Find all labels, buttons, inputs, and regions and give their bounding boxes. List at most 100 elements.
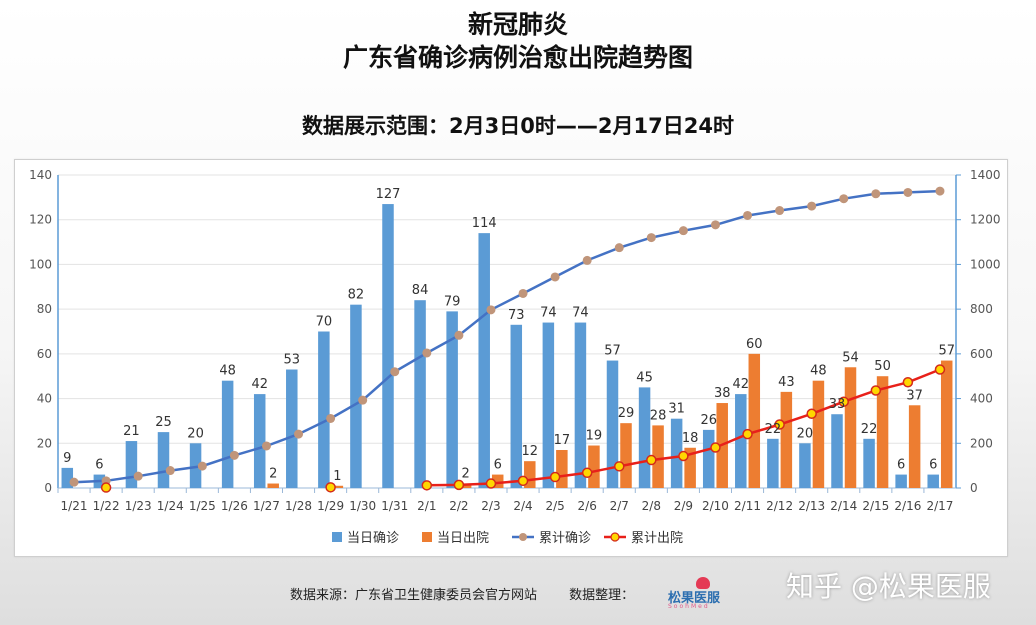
point-cumulative-confirmed [710,220,720,230]
data-label: 79 [444,294,461,309]
point-cumulative-discharged [517,475,529,487]
bar-daily-discharged [491,474,504,488]
y-right-tick-label: 400 [970,392,993,406]
bar-daily-confirmed [478,233,490,488]
point-cumulative-discharged [646,454,657,466]
data-label: 2 [462,467,470,482]
bar-daily-confirmed [414,300,426,488]
data-label: 57 [938,344,955,359]
point-cumulative-discharged [806,408,817,420]
bar-daily-confirmed [350,304,362,488]
title-block: 新冠肺炎 广东省确诊病例治愈出院趋势图 [0,8,1036,74]
data-label: 38 [714,386,731,401]
y-left-tick-label: 80 [37,302,52,316]
legend-marker [610,532,620,542]
data-label: 43 [778,375,795,390]
bar-daily-confirmed [638,387,651,488]
bar-daily-discharged [908,405,921,488]
bar-daily-confirmed [189,443,202,488]
x-tick-label: 2/16 [894,499,921,513]
data-label: 20 [187,426,204,441]
bar-daily-confirmed [574,322,587,488]
point-cumulative-discharged [325,482,336,493]
y-left-tick-label: 100 [29,257,52,271]
bar-daily-discharged [940,360,953,488]
data-label: 9 [63,451,71,466]
x-tick-label: 2/5 [545,499,564,513]
point-cumulative-confirmed [550,272,560,282]
data-source: 数据来源：广东省卫生健康委员会官方网站 [290,588,538,603]
point-cumulative-discharged [100,482,112,493]
bar-daily-confirmed [863,438,875,488]
x-tick-label: 2/14 [830,499,857,513]
chart-title-line2: 广东省确诊病例治愈出院趋势图 [342,43,693,72]
bar-daily-confirmed [382,204,394,489]
point-cumulative-discharged [774,419,785,430]
bar-daily-discharged [524,461,536,488]
point-cumulative-confirmed [486,305,496,315]
point-cumulative-discharged [742,428,753,440]
data-label: 22 [765,422,782,437]
y-left-tick-label: 120 [29,213,52,227]
bar-daily-confirmed [927,474,939,488]
x-tick-label: 2/6 [578,499,597,513]
x-tick-label: 2/9 [674,499,693,513]
x-tick-label: 1/24 [157,499,184,513]
point-cumulative-confirmed [294,429,304,439]
point-cumulative-confirmed [839,194,849,204]
point-cumulative-confirmed [518,288,528,298]
data-label: 54 [842,350,859,365]
bar-daily-confirmed [157,432,170,488]
data-label: 18 [682,431,699,446]
point-cumulative-confirmed [261,441,271,451]
point-cumulative-confirmed [582,255,592,265]
bar-daily-discharged [844,367,857,488]
bar-daily-discharged [556,449,568,488]
bar-daily-confirmed [318,331,330,488]
data-label: 33 [829,397,846,412]
point-cumulative-confirmed [358,395,368,405]
point-cumulative-discharged [549,471,561,483]
point-cumulative-confirmed [614,243,624,253]
data-label: 21 [123,424,140,439]
bar-daily-discharged [620,423,632,488]
data-label: 42 [251,377,268,392]
bar-daily-confirmed [831,414,843,488]
bar-daily-discharged [331,485,344,488]
x-tick-label: 2/1 [417,499,436,513]
bar-daily-confirmed [61,467,74,488]
bar-daily-discharged [684,447,696,488]
bar-daily-confirmed [670,418,683,488]
point-cumulative-discharged [902,377,914,388]
logo-cup-icon [696,577,710,589]
data-label: 1 [333,469,341,484]
y-right-tick-label: 0 [970,481,978,495]
data-label: 127 [376,187,401,202]
watermark: 知乎 @松果医服 [786,570,991,603]
footer: 数据来源：广东省卫生健康委员会官方网站 数据整理： [290,584,662,603]
point-cumulative-discharged [710,442,721,453]
point-cumulative-discharged [421,480,433,491]
point-cumulative-confirmed [743,210,753,220]
bar-daily-confirmed [702,429,715,488]
bar-daily-confirmed [125,441,138,488]
legend-marker [519,533,527,541]
data-label: 48 [810,364,827,379]
x-tick-label: 1/30 [349,499,376,513]
legend-swatch [422,532,432,542]
point-cumulative-confirmed [69,477,79,487]
point-cumulative-discharged [934,364,946,375]
point-cumulative-confirmed [165,466,175,476]
data-label: 37 [906,388,923,403]
brand-logo: 松果医服 SoohMed [668,577,748,611]
point-cumulative-discharged [838,396,849,407]
bar-daily-discharged [812,380,825,488]
point-cumulative-discharged [453,479,465,491]
point-cumulative-confirmed [807,201,817,211]
point-cumulative-confirmed [935,186,945,196]
bar-daily-discharged [780,391,793,488]
x-tick-label: 1/27 [253,499,280,513]
x-tick-label: 2/4 [513,499,532,513]
x-tick-label: 2/12 [766,499,793,513]
y-right-tick-label: 800 [970,302,993,316]
